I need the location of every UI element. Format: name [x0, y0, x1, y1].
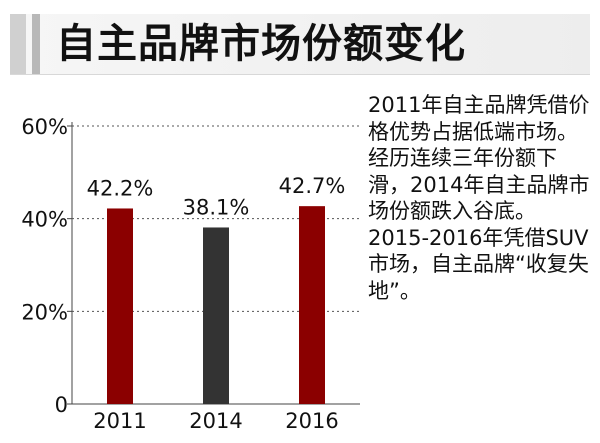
- commentary-line-2: 经历连续三年份额下滑，2014年自主品牌市场份额跌入谷底。: [368, 146, 590, 223]
- title-accent-bar: [10, 14, 26, 74]
- title-accent-bar-thin: [32, 14, 40, 74]
- x-tick-label: 2016: [285, 409, 338, 433]
- bar-2014: [203, 227, 229, 404]
- label-layer: 0 20% 40% 60% 42.2% 2011 38.1% 2014 42.7% 2016: [21, 115, 345, 433]
- commentary-text: 2011年自主品牌凭借价格优势占据低端市场。 经历连续三年份额下滑，2014年自…: [368, 92, 596, 304]
- x-tick-label: 2014: [189, 409, 242, 433]
- bar-2011: [107, 208, 133, 404]
- data-label: 42.7%: [279, 174, 346, 198]
- chart-title: 自主品牌市场份额变化: [56, 21, 466, 67]
- y-tick-label: 60%: [21, 115, 68, 139]
- commentary-line-3: 2015-2016年凭借SUV市场，自主品牌“收复失地”。: [368, 225, 589, 303]
- y-tick-label: 40%: [21, 208, 68, 232]
- bar-layer: [107, 206, 325, 404]
- y-tick-label: 20%: [21, 300, 68, 324]
- y-tick-label: 0: [55, 393, 68, 417]
- data-label: 42.2%: [87, 176, 154, 200]
- commentary-line-1: 2011年自主品牌凭借价格优势占据低端市场。: [368, 93, 590, 144]
- x-tick-label: 2011: [93, 409, 146, 433]
- title-banner: [10, 14, 590, 75]
- bar-2016: [299, 206, 325, 404]
- data-label: 38.1%: [183, 195, 250, 219]
